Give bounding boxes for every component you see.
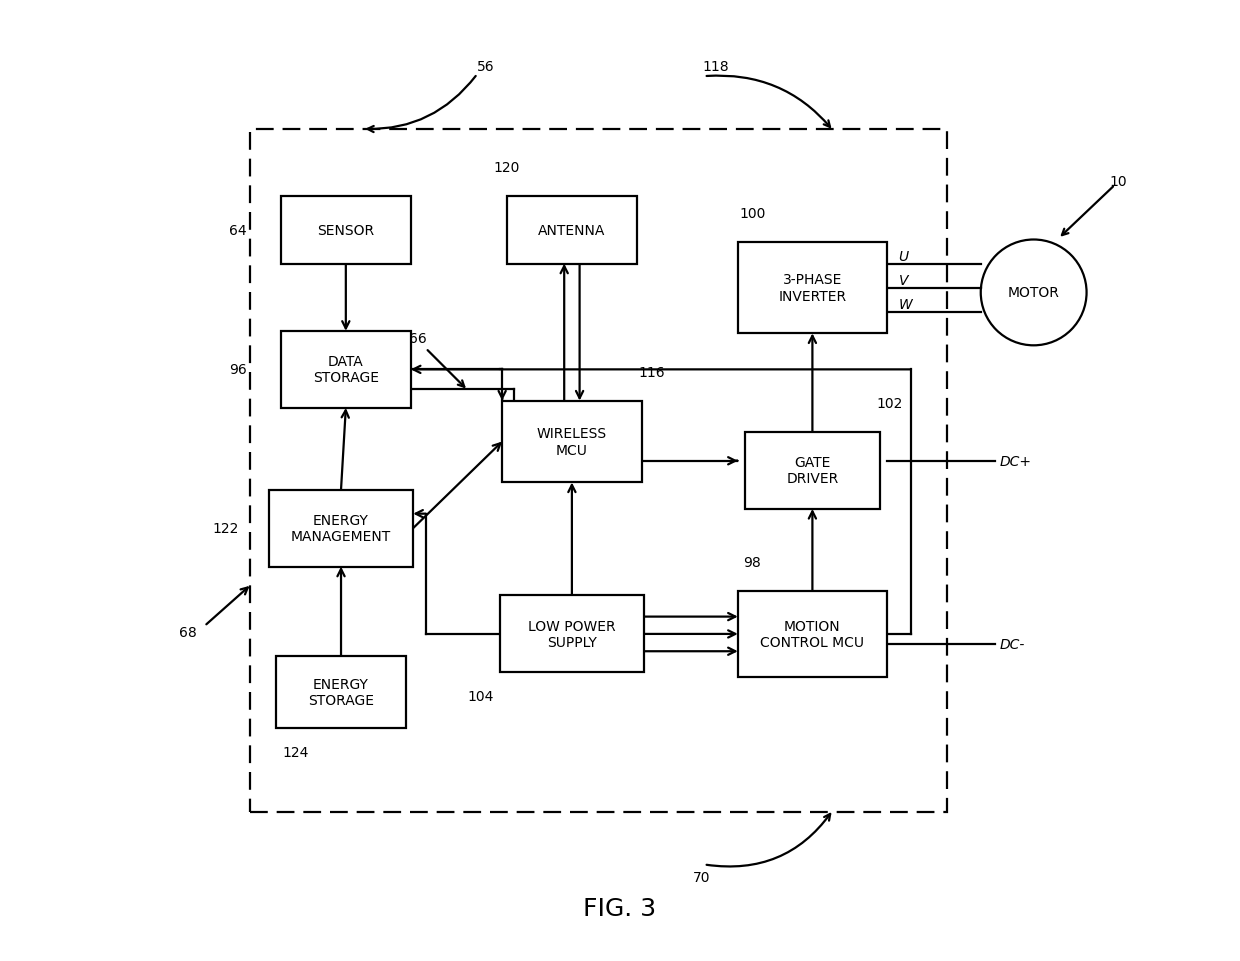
Text: U: U xyxy=(899,250,909,263)
Bar xyxy=(277,656,405,728)
Text: 10: 10 xyxy=(1110,175,1127,189)
Text: 68: 68 xyxy=(179,626,197,639)
Bar xyxy=(500,596,644,673)
Text: MOTOR: MOTOR xyxy=(1008,286,1060,300)
Text: GATE
DRIVER: GATE DRIVER xyxy=(786,456,838,486)
Text: ANTENNA: ANTENNA xyxy=(538,224,605,237)
Text: V: V xyxy=(899,274,908,287)
Text: SENSOR: SENSOR xyxy=(317,224,374,237)
Text: ENERGY
MANAGEMENT: ENERGY MANAGEMENT xyxy=(291,513,391,544)
Text: 102: 102 xyxy=(877,397,903,410)
Text: 104: 104 xyxy=(467,690,494,703)
Text: 3-PHASE
INVERTER: 3-PHASE INVERTER xyxy=(779,273,847,304)
Text: 124: 124 xyxy=(283,745,309,759)
Bar xyxy=(738,591,887,678)
Text: 64: 64 xyxy=(229,224,247,237)
Text: W: W xyxy=(899,298,913,311)
Text: 98: 98 xyxy=(744,555,761,569)
Text: FIG. 3: FIG. 3 xyxy=(584,897,656,920)
Text: 118: 118 xyxy=(703,61,729,74)
Text: 100: 100 xyxy=(739,207,765,221)
Text: LOW POWER
SUPPLY: LOW POWER SUPPLY xyxy=(528,619,616,650)
Text: DC-: DC- xyxy=(999,637,1025,651)
Text: 56: 56 xyxy=(476,61,494,74)
Text: 96: 96 xyxy=(228,363,247,377)
Bar xyxy=(249,130,947,812)
Bar xyxy=(738,243,887,334)
Text: MOTION
CONTROL MCU: MOTION CONTROL MCU xyxy=(760,619,864,650)
Text: 120: 120 xyxy=(494,161,520,175)
Text: 122: 122 xyxy=(212,522,239,535)
Bar xyxy=(281,332,410,408)
Text: 70: 70 xyxy=(693,871,711,884)
Text: ENERGY
STORAGE: ENERGY STORAGE xyxy=(308,677,374,707)
Text: WIRELESS
MCU: WIRELESS MCU xyxy=(537,427,606,457)
Bar xyxy=(281,197,410,264)
Bar xyxy=(745,432,879,509)
Bar xyxy=(502,402,641,482)
Text: 116: 116 xyxy=(637,365,665,380)
Text: DATA
STORAGE: DATA STORAGE xyxy=(312,355,379,385)
Text: DC+: DC+ xyxy=(999,455,1032,468)
Text: 66: 66 xyxy=(409,332,427,345)
Bar xyxy=(507,197,637,264)
Bar xyxy=(269,490,413,567)
